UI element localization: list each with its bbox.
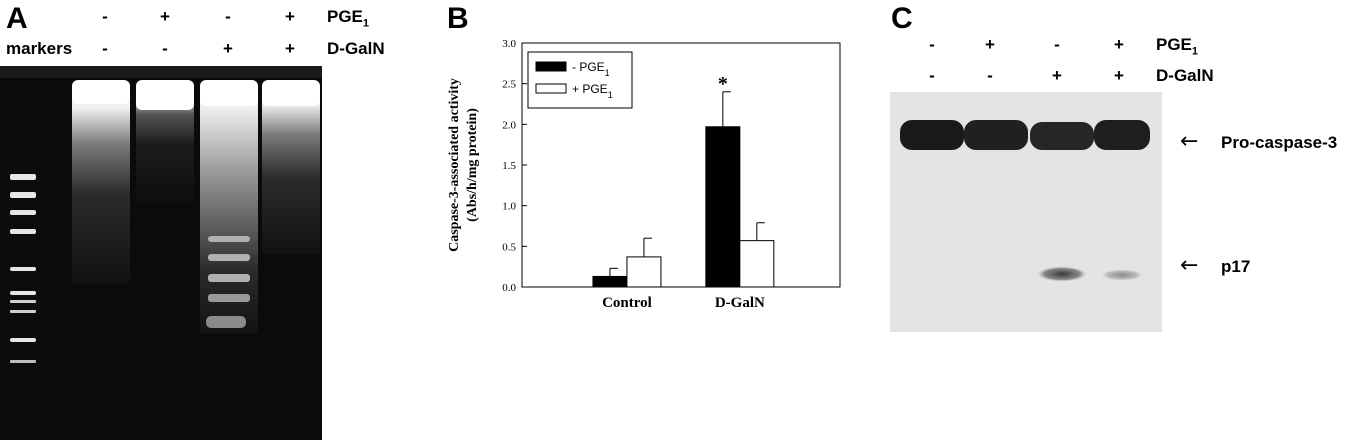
panel-a-pge-sign-4: + [285,7,295,26]
bar-d-galn-series-0 [705,126,741,288]
y-tick-label: 2.0 [502,119,516,131]
y-tick-label: 0.5 [502,241,516,253]
y-tick-label: 2.5 [502,79,516,91]
p17-arrow-icon: ← [1180,253,1199,278]
panel-c-pge-label: PGE1 [1156,35,1199,58]
caspase-activity-bar-chart: 0.0 0.5 1.0 1.5 2.0 2.5 3.0 Caspase-3-associate… [447,38,841,311]
panel-c-pge-sign-2: + [985,35,995,54]
panel-c-galn-sign-1: - [929,66,935,85]
y-axis-label-line2: (Abs/h/mg protein) [465,108,480,222]
panel-a-galn-sign-markers: - [102,39,108,58]
panel-c-pge-sign-1: - [929,35,935,54]
y-tick-label: 1.5 [502,160,516,172]
panel-c-galn-sign-3: + [1052,66,1062,85]
pro-caspase-arrow-icon: ← [1180,129,1199,154]
panel-b-letter: B [447,2,469,35]
legend-swatch-1 [535,83,567,94]
western-blot-image [890,92,1162,332]
p17-bands [1036,266,1144,282]
panel-a-galn-sign-3: + [223,39,233,58]
panel-c-galn-label: D-GalN [1156,66,1214,85]
panel-c-galn-sign-4: + [1114,66,1124,85]
panel-c-galn-sign-2: - [987,66,993,85]
y-tick-label: 1.0 [502,201,516,213]
legend-box [527,51,633,109]
y-tick-label: 3.0 [502,38,516,50]
bar-control-series-0 [592,275,628,288]
significance-annotation: * [718,73,728,95]
category-label: Control [602,295,652,311]
panel-a-pge-sign-3: - [225,7,231,26]
legend-label-0: - PGE1 [572,60,610,78]
panel-a-galn-label: D-GalN [327,39,385,58]
panel-c-pge-sign-3: - [1054,35,1060,54]
category-label: D-GalN [715,295,765,311]
panel-a-markers-label: markers [6,39,73,58]
agarose-gel-image [0,66,322,440]
legend-swatch-0 [535,61,567,72]
panel-a-pge-sign-1: - [102,7,108,26]
panel-a-galn-sign-2: - [162,39,168,58]
panel-c-letter: C [891,2,913,35]
dna-fragment-ladder [206,236,250,328]
y-axis-label-line1: Caspase-3-associated activity [447,78,462,252]
panel-c-pge-sign-4: + [1114,35,1124,54]
panel-a-galn-sign-4: + [285,39,295,58]
legend-label-1: + PGE1 [572,82,613,100]
bar-control-series-1 [626,256,662,288]
pro-caspase-3-bands [900,120,1150,150]
y-tick-label: 0.0 [502,282,516,294]
bar-d-galn-series-1 [739,240,775,288]
p17-label: p17 [1221,257,1251,276]
panel-a-pge-sign-2: + [160,7,170,26]
panel-a-pge-label: PGE1 [327,7,370,30]
panel-a-letter: A [6,2,28,35]
pro-caspase-3-label: Pro-caspase-3 [1221,133,1338,152]
marker-ladder [10,174,36,363]
